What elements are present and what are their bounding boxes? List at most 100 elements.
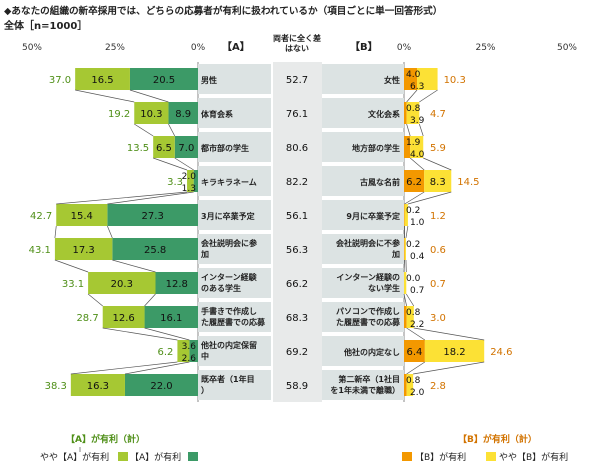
bar-a-yaya xyxy=(102,306,145,328)
b-full-label: 0.2 xyxy=(406,206,420,216)
connector-line xyxy=(107,225,113,239)
bar-a-full xyxy=(189,340,198,362)
b-total-label: 0.7 xyxy=(430,279,446,290)
a-yaya-label: 15.4 xyxy=(71,211,93,222)
legend-b-yaya: やや【B】が有利 xyxy=(499,451,568,463)
column-label-middle: 両者に全く差 xyxy=(273,33,321,43)
bar-b-full xyxy=(404,374,407,396)
a-total-label: 28.7 xyxy=(76,313,98,324)
bar-b-yaya xyxy=(417,68,438,90)
connector-line xyxy=(405,225,409,239)
category-b-label: 古風な名前 xyxy=(360,177,400,187)
b-total-label: 3.0 xyxy=(430,313,446,324)
a-full-label: 20.5 xyxy=(153,75,175,86)
neutral-column-bg xyxy=(273,62,322,402)
a-yaya-label: 6.5 xyxy=(156,143,172,154)
category-b-label: 第二新卒（1社目 xyxy=(338,374,400,384)
column-label-b: 【B】 xyxy=(350,40,378,53)
category-a-label: インターン経験 xyxy=(201,272,258,282)
b-total-label: 4.7 xyxy=(430,109,446,120)
category-a-label: 3月に卒業予定 xyxy=(201,211,255,221)
bar-a-yaya xyxy=(88,272,156,294)
a-total-label: 6.2 xyxy=(158,347,174,358)
legend-swatch-b-yaya xyxy=(486,452,496,461)
bar-b-yaya xyxy=(424,340,485,362)
connector-line xyxy=(87,293,103,307)
category-a-label: 男性 xyxy=(201,75,217,85)
category-b-label: インターン経験の xyxy=(336,272,400,282)
left-axis-tick: 0% xyxy=(191,43,206,53)
right-axis-tick: 50% xyxy=(557,43,577,53)
bar-b-yaya xyxy=(404,238,406,260)
bar-b-yaya xyxy=(406,306,414,328)
a-full-label: 2.6 xyxy=(182,354,197,364)
category-b-label: を1年未満で離職） xyxy=(330,385,400,395)
bar-a-yaya xyxy=(177,340,190,362)
label-b-bg xyxy=(322,336,404,366)
label-b-bg xyxy=(322,200,404,230)
chart-title: ◆あなたの組織の新卒採用では、どちらの応募者が有利に扱われているか（項目ごとに単… xyxy=(4,6,443,17)
a-yaya-label: 3.6 xyxy=(182,342,197,352)
a-total-label: 19.2 xyxy=(108,109,130,120)
a-total-label: 3.3 xyxy=(167,177,183,188)
bar-b-yaya xyxy=(410,136,424,158)
connector-line xyxy=(153,157,188,171)
bar-a-full xyxy=(193,170,198,192)
b-total-label: 2.8 xyxy=(430,381,446,392)
b-total-label: 10.3 xyxy=(444,75,466,86)
chart-subtitle: 全体［n=1000］ xyxy=(4,21,88,32)
category-a-label: 手書きで作成し xyxy=(201,306,257,316)
b-total-label: 5.9 xyxy=(430,143,446,154)
bar-b-full xyxy=(404,170,425,192)
category-a-label: 都市部の学生 xyxy=(200,143,249,153)
label-b-bg xyxy=(322,370,404,400)
label-a-bg xyxy=(198,132,271,162)
legend-swatch-a-full xyxy=(188,452,198,461)
a-yaya-label: 12.6 xyxy=(112,313,134,324)
a-yaya-label: 16.3 xyxy=(87,381,109,392)
a-yaya-label: 20.3 xyxy=(111,279,133,290)
label-a-bg xyxy=(198,166,271,196)
a-yaya-label: 2.0 xyxy=(182,172,197,182)
a-total-label: 37.0 xyxy=(49,75,71,86)
label-b-bg xyxy=(322,268,404,298)
legend-a-group: 【A】が有利（計） xyxy=(66,433,145,445)
right-axis-tick: 25% xyxy=(475,43,495,53)
label-b-bg xyxy=(322,64,404,94)
bar-a-full xyxy=(107,204,198,226)
connector-line xyxy=(403,293,407,307)
connector-line xyxy=(75,89,135,103)
connector-line xyxy=(124,361,190,375)
bar-a-yaya xyxy=(153,136,175,158)
b-full-label: 4.0 xyxy=(406,70,421,80)
bar-a-full xyxy=(112,238,198,260)
neutral-value-label: 80.6 xyxy=(286,143,308,154)
category-b-label: パソコンで作成し xyxy=(336,306,400,316)
neutral-value-label: 58.9 xyxy=(286,381,308,392)
a-full-label: 27.3 xyxy=(142,211,164,222)
a-full-label: 1.3 xyxy=(182,184,196,194)
category-b-label: 文化会系 xyxy=(368,109,400,119)
a-total-label: 42.7 xyxy=(30,211,52,222)
category-a-label: 加 xyxy=(200,249,209,259)
connector-line xyxy=(406,327,426,341)
left-axis-tick: 50% xyxy=(22,43,42,53)
connector-line xyxy=(144,327,190,341)
a-total-label: 43.1 xyxy=(29,245,51,256)
legend-a-yaya: やや【A】が有利 xyxy=(40,451,109,463)
bar-b-full xyxy=(404,306,407,328)
label-a-bg xyxy=(198,200,271,230)
b-full-label: 6.4 xyxy=(406,347,422,358)
connector-line xyxy=(129,89,169,103)
bar-a-full xyxy=(124,374,198,396)
b-full-label: 6.2 xyxy=(406,177,422,188)
neutral-value-label: 76.1 xyxy=(286,109,308,120)
category-a-label: た履歴書での応募 xyxy=(201,317,266,327)
b-full-label: 0.2 xyxy=(406,240,420,250)
label-a-bg xyxy=(198,268,271,298)
b-yaya-label: 18.2 xyxy=(443,347,465,358)
neutral-value-label: 56.1 xyxy=(286,211,308,222)
connector-line xyxy=(404,191,425,205)
label-b-bg xyxy=(322,234,404,264)
neutral-value-label: 66.2 xyxy=(286,279,308,290)
